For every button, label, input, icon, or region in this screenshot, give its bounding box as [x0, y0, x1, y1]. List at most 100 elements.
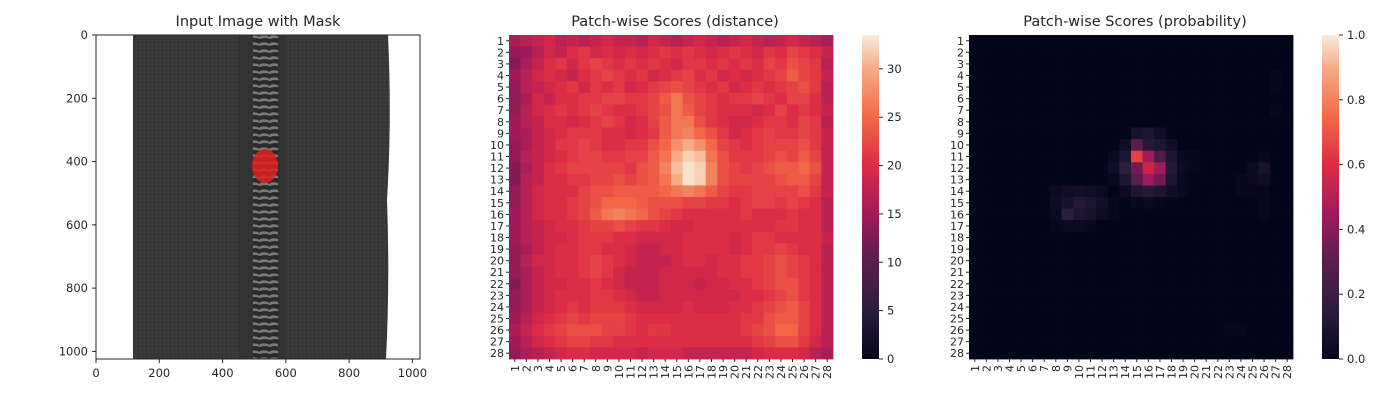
y-tick-label: 16	[490, 208, 504, 221]
heatmap-cell	[1061, 139, 1074, 152]
heatmap-cell	[1096, 312, 1109, 325]
heatmap-cell	[682, 208, 695, 221]
heatmap-cell	[647, 104, 660, 117]
heatmap-cell	[763, 289, 776, 302]
heatmap-cell	[636, 162, 649, 175]
y-tick-label: 800	[66, 281, 88, 295]
heatmap-cell	[740, 278, 753, 290]
heatmap-cell	[717, 185, 730, 198]
heatmap-cell	[1003, 278, 1016, 290]
heatmap-cell	[1061, 208, 1074, 221]
zipper-left-tape	[238, 35, 253, 359]
heatmap-cell	[980, 301, 993, 314]
heatmap-cell	[1212, 92, 1224, 105]
heatmap-cell	[647, 347, 660, 360]
heatmap-cell	[1177, 150, 1190, 163]
heatmap-cell	[682, 335, 695, 348]
heatmap-cell	[728, 35, 741, 47]
heatmap-cell	[520, 104, 533, 117]
heatmap-cell	[705, 92, 718, 105]
heatmap-cell	[671, 150, 683, 163]
heatmap-cell	[1003, 231, 1016, 244]
heatmap-cell	[1015, 301, 1028, 314]
colorbar-tick-label: 15	[887, 207, 902, 221]
heatmap-cell	[1165, 289, 1178, 302]
heatmap-cell	[992, 173, 1005, 186]
heatmap-cell	[821, 312, 834, 325]
heatmap-cell	[1200, 58, 1213, 71]
heatmap-cell	[1177, 173, 1190, 186]
probability-colorbar	[1322, 35, 1339, 359]
heatmap-cell	[636, 46, 649, 59]
heatmap-cell	[980, 92, 993, 105]
heatmap-cell	[1246, 92, 1259, 105]
heatmap-cell	[1050, 127, 1062, 140]
heatmap-cell	[763, 46, 776, 59]
heatmap-cell	[775, 69, 788, 82]
heatmap-cell	[980, 104, 993, 117]
heatmap-cell	[763, 92, 776, 105]
heatmap-cell	[590, 324, 602, 337]
heatmap-cell	[821, 35, 834, 47]
heatmap-cell	[590, 150, 602, 163]
heatmap-cell	[601, 266, 614, 279]
heatmap-cell	[682, 254, 695, 267]
heatmap-cell	[1212, 243, 1224, 256]
heatmap-cell	[1015, 139, 1028, 152]
heatmap-cell	[798, 35, 811, 47]
heatmap-cell	[659, 335, 672, 348]
heatmap-cell	[636, 243, 649, 256]
heatmap-cell	[786, 220, 799, 233]
heatmap-cell	[1003, 197, 1016, 209]
heatmap-cell	[1061, 185, 1074, 198]
heatmap-cell	[624, 289, 637, 302]
heatmap-cell	[578, 289, 591, 302]
heatmap-cell	[1165, 173, 1178, 186]
y-tick-label: 5	[957, 81, 964, 94]
heatmap-cell	[1084, 208, 1097, 221]
heatmap-cell	[1038, 278, 1051, 290]
heatmap-cell	[1212, 162, 1224, 175]
heatmap-cell	[1269, 266, 1282, 279]
heatmap-cell	[1015, 254, 1028, 267]
heatmap-cell	[1131, 301, 1143, 314]
panel-title-input-image: Input Image with Mask	[176, 14, 341, 30]
heatmap-cell	[566, 104, 579, 117]
heatmap-cell	[1096, 301, 1109, 314]
heatmap-cell	[786, 197, 799, 209]
heatmap-cell	[821, 46, 834, 59]
heatmap-cell	[590, 335, 602, 348]
heatmap-cell	[1119, 104, 1132, 117]
heatmap-cell	[1015, 266, 1028, 279]
heatmap-cell	[694, 231, 707, 244]
heatmap-cell	[590, 312, 602, 325]
heatmap-cell	[1142, 347, 1155, 360]
heatmap-cell	[543, 35, 556, 47]
heatmap-cell	[809, 116, 822, 128]
heatmap-cell	[1269, 324, 1282, 337]
heatmap-cell	[1119, 150, 1132, 163]
heatmap-cell	[1084, 104, 1097, 117]
heatmap-cell	[1026, 127, 1039, 140]
heatmap-cell	[1142, 324, 1155, 337]
heatmap-cell	[659, 185, 672, 198]
heatmap-cell	[682, 278, 695, 290]
heatmap-cell	[1188, 35, 1201, 47]
probability-colorbar-ticks: 0.00.20.40.60.81.0	[1339, 28, 1365, 366]
heatmap-cell	[786, 58, 799, 71]
heatmap-cell	[705, 347, 718, 360]
heatmap-cell	[740, 173, 753, 186]
colorbar-tick-label: 5	[887, 304, 894, 318]
heatmap-cell	[1269, 289, 1282, 302]
x-tick-label: 10	[613, 365, 626, 379]
heatmap-cell	[613, 69, 626, 82]
heatmap-cell	[532, 197, 545, 209]
heatmap-cell	[520, 197, 533, 209]
y-tick-label: 8	[497, 116, 504, 129]
heatmap-cell	[1177, 243, 1190, 256]
heatmap-cell	[705, 335, 718, 348]
heatmap-cell	[613, 116, 626, 128]
heatmap-cell	[705, 58, 718, 71]
heatmap-cell	[532, 116, 545, 128]
